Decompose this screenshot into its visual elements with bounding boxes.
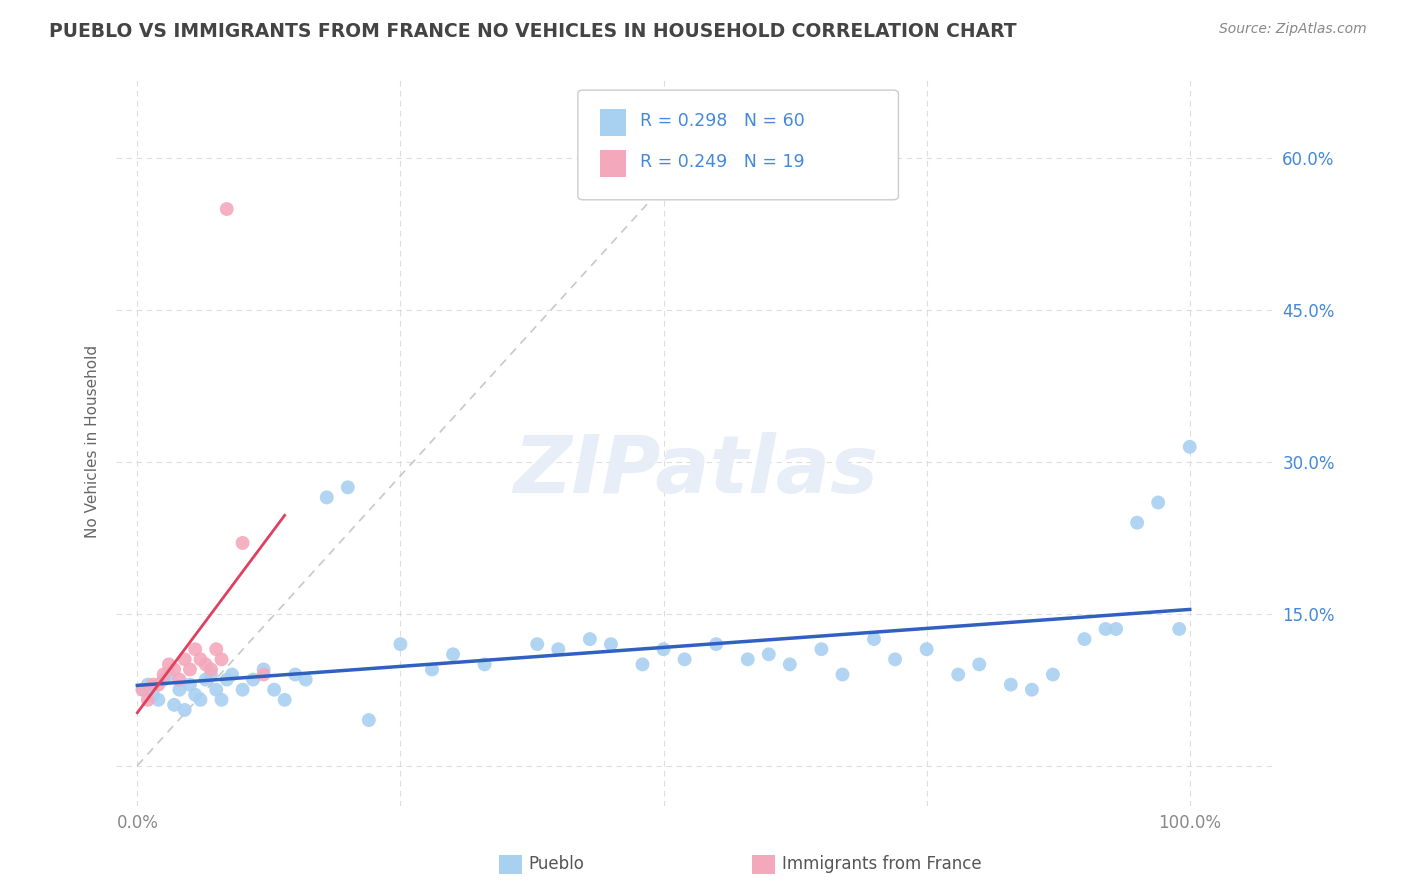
- Point: [173, 703, 195, 717]
- Point: [1042, 667, 1064, 681]
- Point: [1105, 622, 1128, 636]
- Point: [232, 536, 254, 550]
- Point: [294, 673, 316, 687]
- Point: [190, 693, 212, 707]
- Point: [1073, 632, 1095, 646]
- Point: [652, 642, 675, 657]
- Point: [704, 637, 727, 651]
- Point: [194, 657, 217, 672]
- Point: [179, 663, 201, 677]
- Point: [631, 657, 654, 672]
- Point: [211, 693, 233, 707]
- Point: [758, 647, 780, 661]
- Text: R = 0.249   N = 19: R = 0.249 N = 19: [640, 153, 804, 171]
- Point: [242, 673, 264, 687]
- Text: R = 0.298   N = 60: R = 0.298 N = 60: [640, 112, 804, 130]
- Point: [173, 652, 195, 666]
- Point: [194, 673, 217, 687]
- Point: [200, 663, 222, 677]
- Point: [884, 652, 907, 666]
- Point: [152, 673, 174, 687]
- Point: [184, 642, 207, 657]
- Point: [1168, 622, 1191, 636]
- Point: [967, 657, 990, 672]
- Point: [389, 637, 412, 651]
- Point: [1178, 440, 1201, 454]
- Point: [315, 491, 337, 505]
- Point: [142, 678, 165, 692]
- Text: PUEBLO VS IMMIGRANTS FROM FRANCE NO VEHICLES IN HOUSEHOLD CORRELATION CHART: PUEBLO VS IMMIGRANTS FROM FRANCE NO VEHI…: [49, 22, 1017, 41]
- Point: [215, 673, 238, 687]
- Point: [252, 663, 274, 677]
- Point: [200, 667, 222, 681]
- Point: [169, 673, 191, 687]
- Point: [810, 642, 832, 657]
- Point: [1021, 682, 1043, 697]
- Text: ZIPatlas: ZIPatlas: [513, 432, 877, 510]
- Point: [336, 480, 359, 494]
- Point: [215, 202, 238, 216]
- Point: [779, 657, 801, 672]
- Point: [211, 652, 233, 666]
- Point: [1094, 622, 1116, 636]
- Point: [136, 693, 159, 707]
- Point: [184, 688, 207, 702]
- Point: [205, 682, 228, 697]
- Point: [131, 682, 153, 697]
- Point: [441, 647, 464, 661]
- Text: Immigrants from France: Immigrants from France: [782, 855, 981, 873]
- Point: [273, 693, 295, 707]
- Point: [948, 667, 970, 681]
- Point: [252, 667, 274, 681]
- Point: [357, 713, 380, 727]
- Point: [131, 682, 153, 697]
- Point: [526, 637, 548, 651]
- Point: [915, 642, 938, 657]
- Point: [1147, 495, 1170, 509]
- Point: [169, 682, 191, 697]
- Point: [474, 657, 496, 672]
- Point: [599, 637, 621, 651]
- Point: [1126, 516, 1149, 530]
- Point: [221, 667, 243, 681]
- Point: [205, 642, 228, 657]
- Point: [136, 678, 159, 692]
- Point: [142, 688, 165, 702]
- Y-axis label: No Vehicles in Household: No Vehicles in Household: [86, 345, 100, 538]
- Point: [1000, 678, 1022, 692]
- Point: [179, 678, 201, 692]
- Point: [163, 663, 186, 677]
- Point: [737, 652, 759, 666]
- Point: [831, 667, 853, 681]
- Point: [148, 693, 170, 707]
- Point: [284, 667, 307, 681]
- Point: [163, 698, 186, 712]
- Text: Source: ZipAtlas.com: Source: ZipAtlas.com: [1219, 22, 1367, 37]
- Point: [232, 682, 254, 697]
- Text: Pueblo: Pueblo: [529, 855, 585, 873]
- Point: [579, 632, 602, 646]
- Point: [190, 652, 212, 666]
- Point: [673, 652, 696, 666]
- Point: [157, 667, 180, 681]
- Point: [863, 632, 886, 646]
- Point: [547, 642, 569, 657]
- Point: [263, 682, 285, 697]
- Point: [152, 667, 174, 681]
- Point: [420, 663, 443, 677]
- Point: [157, 657, 180, 672]
- Point: [148, 678, 170, 692]
